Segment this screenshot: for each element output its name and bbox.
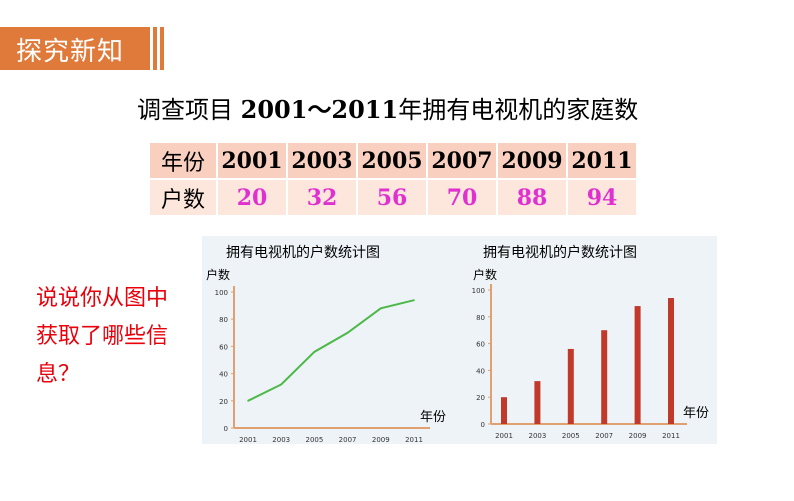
section-title: 探究新知	[16, 37, 125, 67]
chart-y-label: 户数	[473, 268, 498, 282]
line-chart: 0 20 40 60 80 100 2001 2003 2005 2007 2009 2011	[215, 286, 430, 444]
header-stripe	[160, 27, 164, 70]
question-text: 说说你从图中获取了哪些信息？	[36, 286, 169, 387]
x-tick-label: 2005	[305, 436, 323, 444]
y-tick-label: 0	[481, 421, 485, 429]
bar	[534, 381, 541, 424]
bar	[634, 306, 641, 424]
data-point	[346, 332, 349, 334]
x-tick-label: 2007	[595, 432, 613, 440]
y-tick-label: 80	[219, 316, 228, 324]
chart-title: 拥有电视机的户数统计图	[226, 245, 380, 261]
data-point	[280, 383, 282, 386]
y-tick-label: 40	[476, 367, 485, 375]
y-tick-label: 80	[476, 314, 485, 322]
table-cell-count: 70	[426, 178, 498, 217]
bar	[501, 397, 507, 424]
x-tick-label: 2005	[562, 432, 580, 440]
x-tick-label: 2011	[405, 436, 423, 444]
bar	[567, 348, 574, 424]
data-point	[413, 299, 415, 301]
table-cell-count: 94	[566, 178, 638, 217]
section-header-bar	[0, 27, 150, 70]
table-row-counts: 户数 20 32 56 70 88 94	[148, 178, 638, 217]
table-header-count: 户数	[148, 178, 218, 217]
data-point	[313, 351, 316, 353]
survey-title: 调查项目 2001～2011年拥有电视机的家庭数	[137, 90, 638, 125]
survey-title-prefix: 调查项目	[137, 96, 241, 124]
x-tick-label: 2009	[372, 436, 390, 444]
data-table: 年份 2001 2003 2005 2007 2009 2011 户数 20 3…	[148, 141, 638, 217]
bar-chart-panel: 拥有电视机的户数统计图 户数 年份 0 20 40 60 80 100 2001 2003 20…	[465, 236, 717, 444]
table-cell-year: 2003	[286, 141, 358, 180]
chart-title: 拥有电视机的户数统计图	[483, 245, 637, 261]
x-tick-label: 2001	[495, 432, 513, 440]
table-cell-count: 32	[286, 178, 358, 217]
series-line	[247, 299, 415, 402]
y-tick-label: 60	[219, 343, 228, 351]
table-cell-count: 56	[356, 178, 428, 217]
table-cell-count: 88	[496, 178, 568, 217]
y-tick-label: 40	[219, 371, 228, 379]
data-point	[380, 307, 382, 310]
bar	[668, 298, 674, 424]
x-tick-label: 2007	[339, 436, 357, 444]
table-cell-year: 2007	[426, 141, 498, 180]
bar-chart: 0 20 40 60 80 100 2001 2003 2005 2007 2009 2011	[472, 284, 687, 440]
y-tick-label: 20	[219, 398, 228, 406]
y-tick-label: 60	[476, 341, 485, 349]
table-cell-year: 2011	[566, 141, 638, 180]
data-point	[247, 400, 249, 402]
table-header-year: 年份	[148, 141, 218, 180]
y-tick-label: 100	[472, 287, 485, 295]
table-cell-count: 20	[216, 178, 288, 217]
survey-title-years: 2001～2011	[240, 95, 399, 124]
table-cell-year: 2001	[216, 141, 288, 180]
bar	[601, 330, 608, 424]
y-tick-label: 100	[215, 289, 228, 297]
table-cell-year: 2005	[356, 141, 428, 180]
x-tick-label: 2011	[662, 432, 680, 440]
table-cell-year: 2009	[496, 141, 568, 180]
chart-y-label: 户数	[206, 268, 231, 282]
x-tick-label: 2003	[272, 436, 290, 444]
chart-x-label: 年份	[683, 406, 710, 421]
header-stripe	[153, 27, 157, 70]
y-tick-label: 20	[476, 394, 485, 402]
x-tick-label: 2001	[239, 436, 257, 444]
chart-x-label: 年份	[420, 410, 447, 425]
x-tick-label: 2003	[528, 432, 546, 440]
y-tick-label: 0	[224, 425, 228, 433]
line-chart-panel: 拥有电视机的户数统计图 户数 年份 0 20 40 60 80 100 2001 2003 20…	[202, 236, 467, 444]
survey-title-suffix: 年拥有电视机的家庭数	[398, 96, 639, 124]
table-row-years: 年份 2001 2003 2005 2007 2009 2011	[148, 141, 638, 180]
x-tick-label: 2009	[629, 432, 647, 440]
